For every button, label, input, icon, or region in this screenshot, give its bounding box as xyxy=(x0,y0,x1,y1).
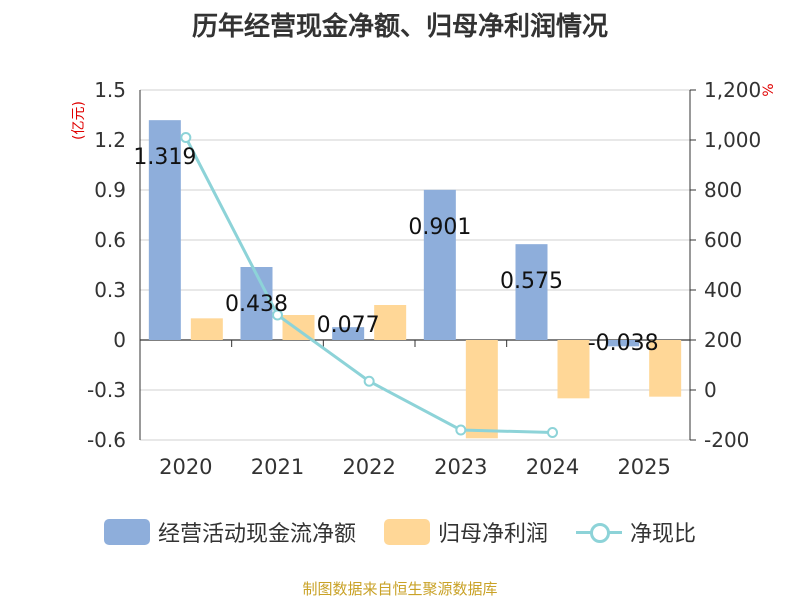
bar-profit xyxy=(557,340,590,399)
right-axis-tick-label: 1,000 xyxy=(704,128,761,152)
bar-cashflow xyxy=(423,189,456,340)
x-axis-tick-label: 2023 xyxy=(434,455,487,479)
legend-label-profit: 归母净利润 xyxy=(437,522,548,547)
legend-swatch-cashflow xyxy=(103,519,150,545)
source-note: 制图数据来自恒生聚源数据库 xyxy=(302,580,498,598)
bar-profit xyxy=(282,315,315,340)
bar-profit xyxy=(649,340,682,397)
data-label-cashflow: 1.319 xyxy=(133,145,196,170)
left-axis-tick-label: 1.2 xyxy=(94,128,126,152)
data-label-cashflow: 0.077 xyxy=(317,313,380,338)
bar-cashflow xyxy=(148,120,181,341)
left-axis-tick-label: 0.9 xyxy=(94,178,126,202)
right-axis-tick-label: -200 xyxy=(704,428,749,452)
right-axis-tick-label: 200 xyxy=(704,328,742,352)
left-axis-tick-label: -0.6 xyxy=(87,428,126,452)
x-axis-tick-label: 2020 xyxy=(159,455,212,479)
bar-profit xyxy=(374,305,407,340)
bar-profit xyxy=(190,318,223,340)
right-axis-tick-label: 400 xyxy=(704,278,742,302)
ratio-point xyxy=(180,132,192,143)
right-axis-tick-label: 0 xyxy=(704,378,717,402)
bar-cashflow xyxy=(515,244,548,340)
x-axis-tick-label: 2024 xyxy=(526,455,579,479)
ratio-point xyxy=(547,427,558,438)
bar-profit xyxy=(465,340,498,439)
data-label-cashflow: -0.038 xyxy=(588,331,659,356)
chart-title: 历年经营现金净额、归母净利润情况 xyxy=(191,12,608,42)
left-axis-tick-label: -0.3 xyxy=(87,378,126,402)
legend: 经营活动现金流净额 归母净利润 净现比 xyxy=(0,516,800,548)
bar-cashflow xyxy=(607,340,640,347)
ratio-point xyxy=(272,309,283,321)
left-axis-tick-label: 1.5 xyxy=(94,78,126,102)
bar-cashflow xyxy=(240,267,273,340)
legend-item-profit[interactable]: 归母净利润 xyxy=(383,516,548,548)
legend-item-ratio[interactable]: 净现比 xyxy=(576,516,696,548)
data-label-cashflow: 0.575 xyxy=(500,269,563,294)
data-label-cashflow: 0.901 xyxy=(408,215,471,240)
right-axis-tick-label: 800 xyxy=(704,178,742,202)
left-axis-tick-label: 0.3 xyxy=(94,278,126,302)
left-axis-tick-label: 0.6 xyxy=(94,228,126,252)
left-axis-tick-label: 0 xyxy=(113,328,126,352)
x-axis-tick-label: 2022 xyxy=(342,455,395,479)
x-axis-tick-label: 2025 xyxy=(617,455,670,479)
ratio-point xyxy=(363,375,375,387)
legend-label-ratio: 净现比 xyxy=(630,522,697,547)
legend-swatch-ratio xyxy=(576,519,622,545)
x-axis-tick-label: 2021 xyxy=(251,455,304,479)
right-axis-tick-label: 600 xyxy=(704,228,742,252)
ratio-point xyxy=(455,424,467,436)
data-label-cashflow: 0.438 xyxy=(225,292,288,317)
right-axis-tick-label: 1,200 xyxy=(704,78,761,102)
legend-label-cashflow: 经营活动现金流净额 xyxy=(157,522,356,547)
legend-swatch-profit xyxy=(383,519,430,545)
bar-cashflow xyxy=(332,327,365,340)
legend-item-cashflow[interactable]: 经营活动现金流净额 xyxy=(103,516,356,548)
